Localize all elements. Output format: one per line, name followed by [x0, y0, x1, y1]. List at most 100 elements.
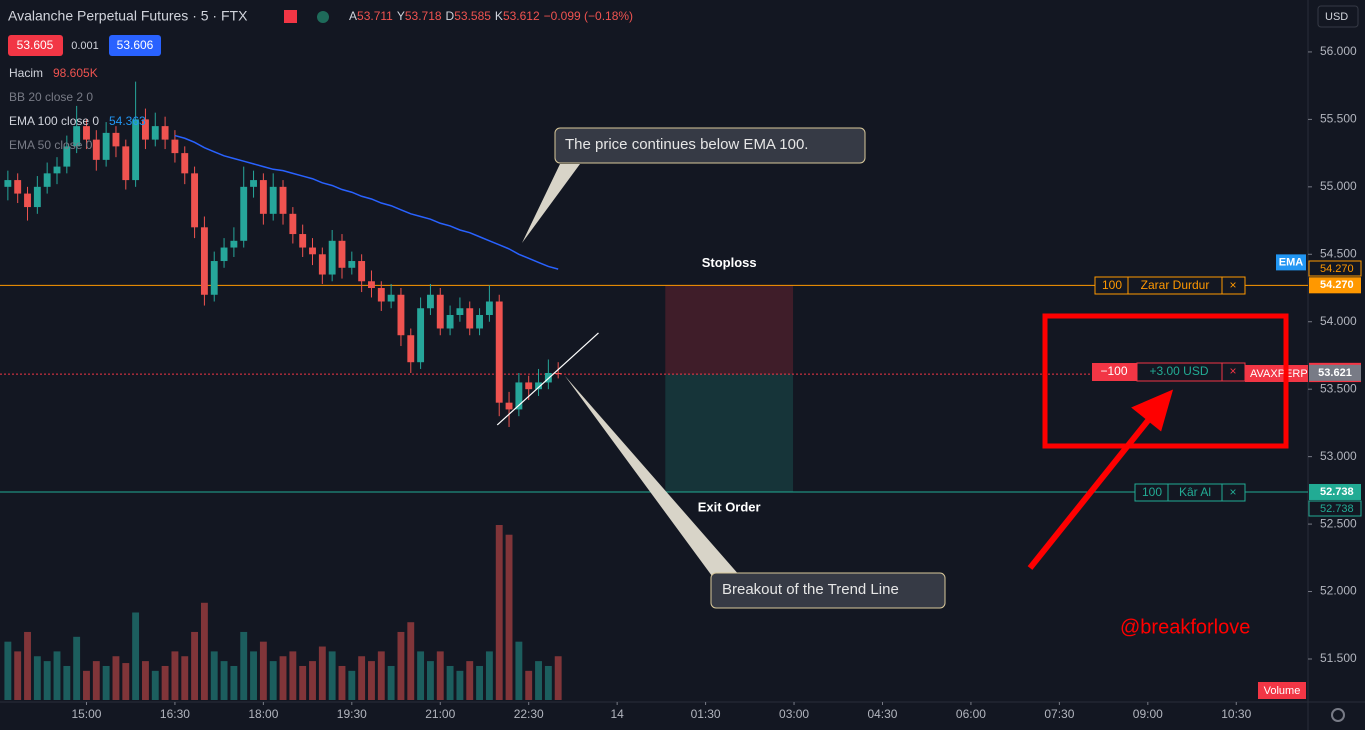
- ohlc-change: −0.099 (−0.18%): [544, 9, 633, 23]
- ohlc-key: D: [446, 9, 455, 23]
- stop-qty: 100: [1102, 278, 1122, 292]
- candle-body: [102, 132, 110, 160]
- candle-body: [505, 402, 513, 410]
- candle-body: [240, 186, 248, 241]
- volume-legend-value: 98.605K: [53, 66, 98, 80]
- close-button[interactable]: ×: [1229, 485, 1236, 499]
- price-badge-label: 52.738: [1320, 486, 1354, 498]
- candle-body: [151, 126, 159, 140]
- currency[interactable]: USD: [1325, 11, 1348, 23]
- candle-body: [535, 382, 542, 390]
- position-pnl: +3.00 USD: [1149, 364, 1208, 378]
- candle-body: [4, 180, 12, 187]
- volume-bar: [161, 665, 169, 700]
- y-tick-label: 51.500: [1320, 651, 1357, 665]
- position-qty: −100: [1100, 364, 1127, 378]
- volume-badge: [1258, 682, 1306, 699]
- x-tick-label: 14: [610, 707, 624, 721]
- candle-body: [53, 166, 61, 174]
- ohlc-key: Y: [397, 9, 405, 23]
- volume-bar: [230, 665, 238, 700]
- ema100-legend: EMA 100 close 0: [9, 114, 99, 128]
- callout-pointer: [565, 376, 740, 576]
- candle-body: [328, 240, 336, 275]
- volume-bar: [24, 631, 31, 700]
- volume-bar: [14, 651, 22, 700]
- settings-icon[interactable]: [1331, 708, 1345, 722]
- candle-body: [269, 186, 277, 214]
- price-badge: [1308, 260, 1362, 277]
- close-button[interactable]: ×: [1229, 364, 1236, 378]
- volume-bar: [33, 656, 41, 700]
- candle-body: [299, 234, 307, 248]
- x-tick-label: 16:30: [160, 707, 190, 721]
- y-tick-label: 53.000: [1320, 449, 1357, 463]
- volume-bar: [377, 651, 385, 700]
- candle-body: [220, 247, 228, 262]
- price-badge-label: 52.738: [1320, 503, 1354, 515]
- highlight-box: [1042, 313, 1289, 449]
- volume-bar: [132, 612, 140, 700]
- volume-bar: [191, 631, 199, 700]
- candle-body: [142, 119, 149, 140]
- volume-bar: [476, 665, 484, 700]
- volume-bar: [417, 651, 425, 700]
- watermark: @breakforlove: [1120, 616, 1250, 638]
- x-tick-label: 10:30: [1221, 707, 1251, 721]
- candle-body: [417, 308, 425, 363]
- candle-body: [279, 186, 287, 214]
- ema50-legend: EMA 50 close 0: [9, 138, 93, 152]
- candle-body: [426, 294, 434, 309]
- target-order[interactable]: [1134, 483, 1246, 502]
- trend-line: [496, 332, 599, 426]
- volume-bar: [250, 651, 257, 700]
- volume-bar: [269, 661, 277, 700]
- stop-order[interactable]: [1094, 276, 1246, 295]
- ohlc-value: 53.585: [454, 9, 491, 23]
- x-tick-label: 03:00: [779, 707, 809, 721]
- target-zone: [665, 374, 794, 492]
- symbol: AVAXPERP: [1250, 368, 1308, 380]
- candle-body: [495, 301, 503, 403]
- volume-bar: [495, 525, 503, 700]
- volume-bar: [397, 631, 405, 700]
- arrow-shaft: [1027, 416, 1153, 570]
- volume-bar: [63, 665, 71, 700]
- candle-body: [191, 173, 199, 228]
- volume-bar: [200, 602, 208, 700]
- volume-bar: [368, 661, 375, 700]
- y-tick-label: 55.000: [1320, 179, 1357, 193]
- volume-bar: [525, 670, 533, 700]
- candle-body: [210, 261, 218, 295]
- callout-text: Breakout of the Trend Line: [722, 581, 899, 598]
- flag-icon[interactable]: [284, 10, 297, 23]
- close-button[interactable]: ×: [1229, 278, 1236, 292]
- volume-bar: [92, 661, 100, 700]
- candle-body: [289, 213, 297, 235]
- candle-body: [132, 119, 140, 181]
- position-qty-box[interactable]: [1092, 363, 1137, 381]
- bid[interactable]: 53.605: [17, 38, 54, 52]
- sell-button[interactable]: [8, 35, 63, 56]
- volume-bar: [309, 661, 316, 700]
- candle-body: [73, 126, 81, 147]
- volume-bar: [515, 641, 523, 700]
- volume-bar: [505, 534, 513, 700]
- candle-body: [377, 288, 385, 302]
- volume-bar: [348, 670, 356, 700]
- candle-body: [436, 294, 444, 329]
- y-tick-label: 54.500: [1320, 246, 1357, 260]
- candle-body: [476, 314, 484, 329]
- candle-body: [554, 373, 562, 375]
- volume-bar: [554, 656, 562, 700]
- currency-button[interactable]: [1317, 5, 1359, 28]
- status-icon: [317, 11, 329, 23]
- volume-bar: [328, 651, 336, 700]
- callout-pointer: [522, 164, 580, 243]
- volume-bar: [318, 646, 326, 700]
- volume-bar: [535, 661, 542, 700]
- ask[interactable]: 53.606: [117, 38, 154, 52]
- y-tick-label: 56.000: [1320, 44, 1357, 58]
- buy-button[interactable]: [109, 35, 161, 56]
- ohlc-value: 53.718: [405, 9, 442, 23]
